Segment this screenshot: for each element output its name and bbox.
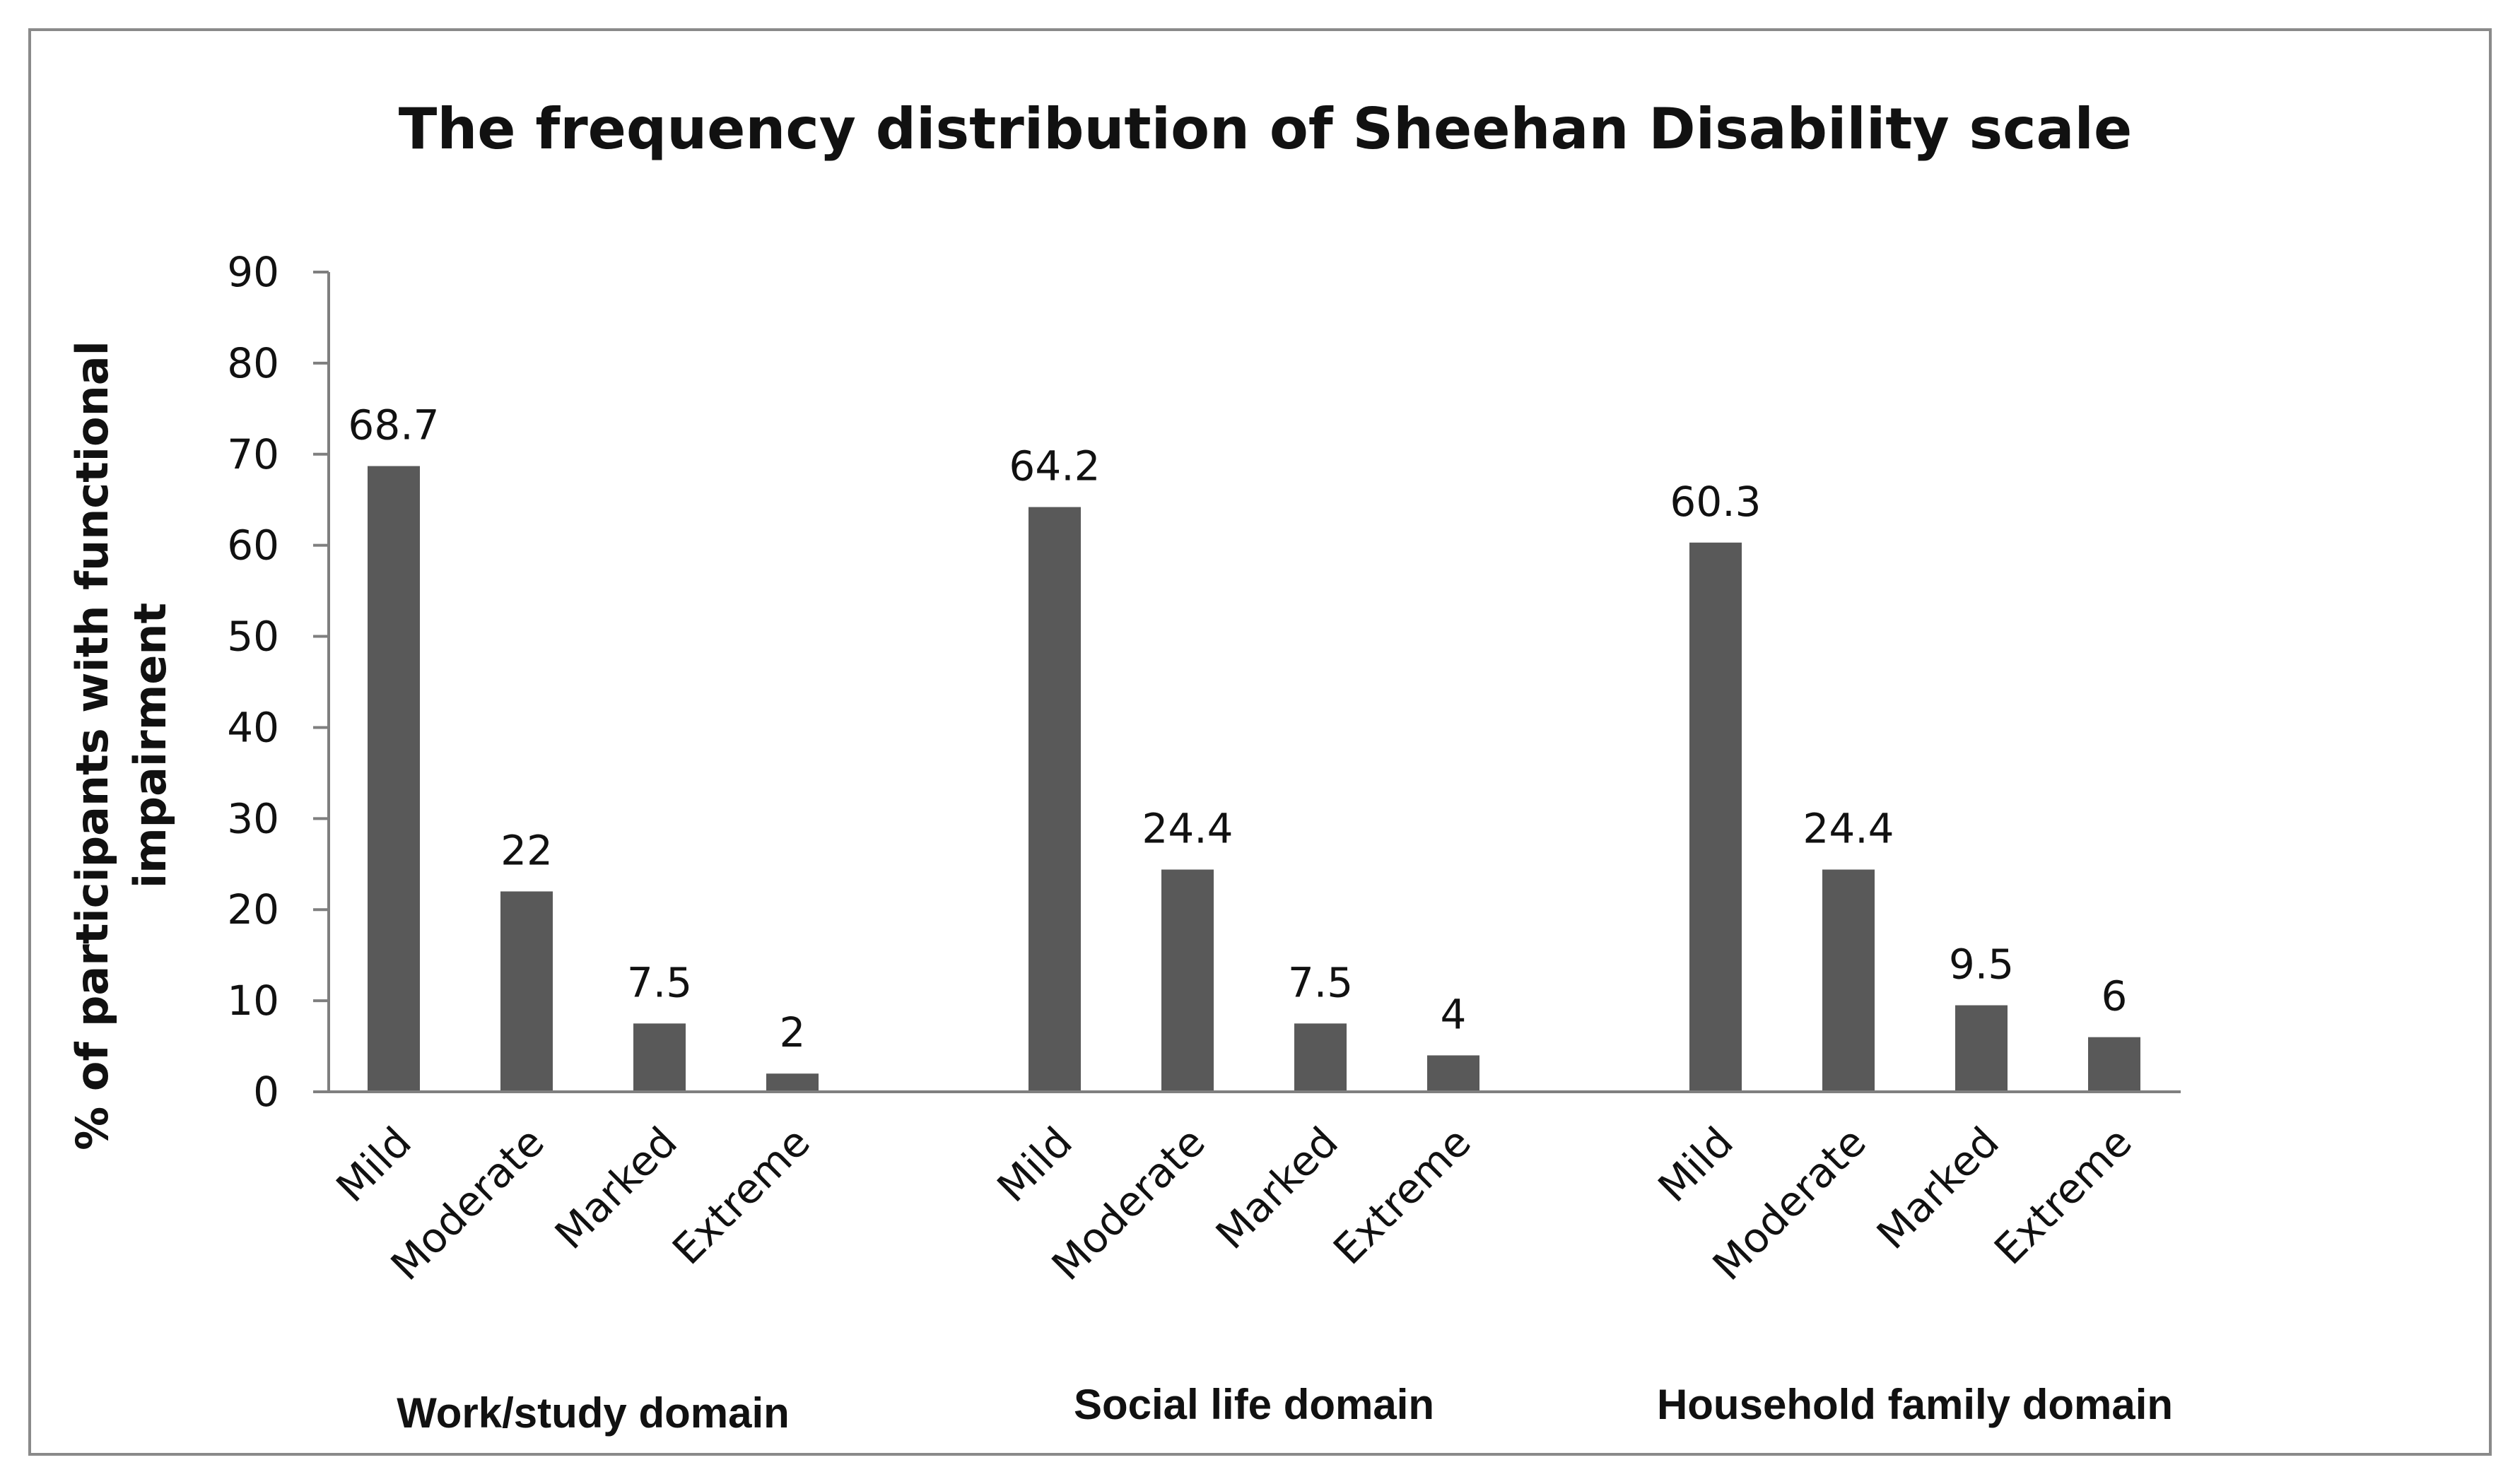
- bar-extreme-group-2: [1427, 1055, 1479, 1092]
- group-labels: Work/study domain Social life domain House…: [397, 1381, 2173, 1437]
- bar-marked-group-2: [1294, 1023, 1347, 1092]
- group-label: Household family domain: [1657, 1381, 2173, 1428]
- bar-mild-group-2: [1028, 507, 1081, 1092]
- data-label: 2: [780, 1008, 806, 1056]
- bar-extreme-group-3: [2088, 1037, 2140, 1092]
- data-label: 24.4: [1142, 805, 1233, 853]
- data-label: 7.5: [1288, 958, 1353, 1006]
- group-label: Social life domain: [1074, 1381, 1434, 1428]
- data-label: 68.7: [348, 401, 439, 449]
- bar-mild-group-1: [368, 466, 420, 1092]
- x-category-label: Mild: [327, 1118, 421, 1211]
- x-category-label: Extreme: [1985, 1118, 2141, 1274]
- bar-mild-group-3: [1689, 542, 1742, 1092]
- y-tick-label: 30: [227, 794, 279, 842]
- y-tick-label: 0: [253, 1068, 279, 1116]
- chart-frame: [28, 28, 2492, 1456]
- data-label: 6: [2102, 972, 2128, 1020]
- data-label: 7.5: [627, 958, 692, 1006]
- chart-title: The frequency distribution of Sheehan Di…: [399, 96, 2132, 162]
- bar-marked-group-1: [633, 1023, 686, 1092]
- y-tick-label: 20: [227, 885, 279, 934]
- bar-moderate-group-3: [1822, 869, 1875, 1092]
- y-axis-ticks: 0 10 20 30 40 50 60 70 80 90: [227, 248, 329, 1116]
- x-category-label: Mild: [1649, 1118, 1742, 1211]
- y-tick-label: 50: [227, 613, 279, 661]
- group-label: Work/study domain: [397, 1389, 790, 1437]
- y-tick-label: 10: [227, 977, 279, 1025]
- bar-marked-group-3: [1955, 1005, 2008, 1092]
- bars: [368, 466, 2140, 1092]
- y-tick-label: 80: [227, 339, 279, 387]
- data-label: 4: [1441, 990, 1467, 1038]
- data-label: 24.4: [1803, 805, 1894, 853]
- data-label: 22: [500, 826, 553, 874]
- y-axis-label-line-2: impairment: [124, 603, 176, 888]
- bar-moderate-group-1: [500, 891, 553, 1092]
- value-labels: 68.7 22 7.5 2 64.2 24.4 7.5 4 60.3 24.4 9.5 6: [348, 401, 2127, 1057]
- data-label: 60.3: [1670, 478, 1761, 526]
- x-category-label: Mild: [988, 1118, 1082, 1211]
- bar-extreme-group-1: [766, 1073, 819, 1092]
- y-tick-label: 40: [227, 703, 279, 751]
- y-tick-label: 60: [227, 522, 279, 570]
- x-category-label: Extreme: [663, 1118, 819, 1274]
- data-label: 64.2: [1009, 442, 1100, 490]
- bar-moderate-group-2: [1161, 869, 1214, 1092]
- y-axis-label-line-1: % of participants with functional: [66, 341, 118, 1150]
- y-tick-label: 70: [227, 430, 279, 478]
- data-label: 9.5: [1949, 941, 2014, 989]
- y-tick-label: 90: [227, 248, 279, 296]
- x-category-label: Extreme: [1324, 1118, 1480, 1274]
